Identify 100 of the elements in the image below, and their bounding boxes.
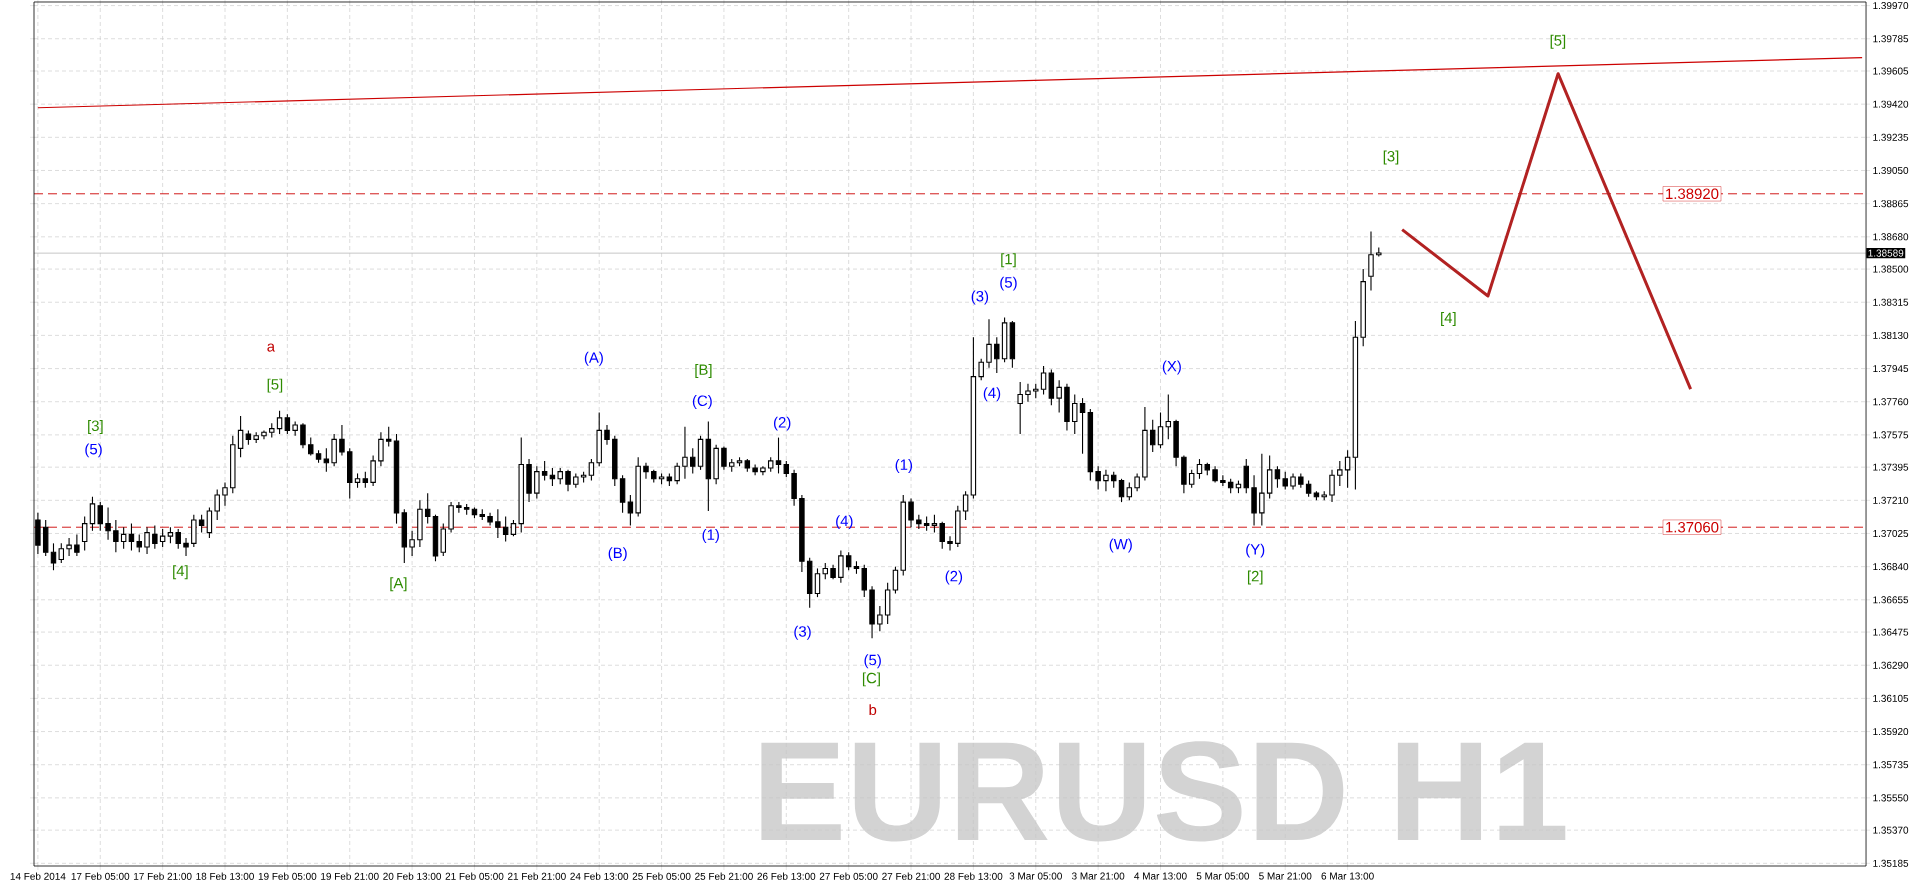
candlestick: [1173, 419, 1179, 467]
y-tick-label: 1.39050: [1873, 166, 1909, 175]
annotation: (A): [584, 351, 603, 366]
candlestick: [370, 454, 376, 487]
y-tick-label: 1.37210: [1873, 496, 1909, 504]
annotation: (5): [85, 443, 102, 458]
x-tick-label: 4 Mar 13:00: [1134, 872, 1187, 880]
y-tick-label: 1.38500: [1873, 265, 1909, 273]
annotation: (2): [773, 416, 791, 431]
annotation: [5]: [267, 378, 283, 393]
candlestick: [81, 515, 88, 552]
annotation: (4): [983, 387, 1001, 402]
candlestick: [713, 444, 719, 485]
candlestick: [1368, 230, 1374, 292]
x-tick-label: 19 Feb 21:00: [321, 872, 379, 880]
x-tick-label: 21 Feb 05:00: [445, 872, 504, 880]
annotation: [1]: [1001, 253, 1016, 268]
candlestick: [495, 508, 501, 539]
candlestick: [1212, 465, 1218, 483]
annotation: [3]: [88, 420, 103, 435]
candlestick: [1064, 383, 1070, 431]
candlestick: [487, 512, 493, 526]
annotation: [B]: [695, 363, 712, 378]
candlestick: [339, 424, 345, 457]
candlestick: [526, 458, 532, 503]
candlestick: [760, 465, 766, 476]
y-tick-label: 1.38865: [1873, 200, 1909, 208]
candlestick: [1079, 397, 1086, 455]
x-tick-label: 3 Mar 21:00: [1071, 872, 1125, 880]
x-tick-label: 17 Feb 05:00: [71, 872, 130, 880]
candlestick: [869, 585, 875, 639]
x-tick-label: 3 Mar 05:00: [1009, 872, 1062, 880]
ref-line-label: 1.38589: [1868, 249, 1904, 257]
y-tick-label: 1.35550: [1873, 794, 1909, 802]
candlestick: [331, 433, 337, 467]
candlestick: [752, 463, 758, 476]
y-tick-label: 1.37025: [1873, 529, 1909, 537]
y-tick-label: 1.38130: [1873, 331, 1909, 339]
x-tick-label: 5 Mar 05:00: [1196, 872, 1250, 880]
y-tick-label: 1.36475: [1873, 628, 1909, 636]
x-tick-label: 24 Feb 13:00: [570, 872, 629, 880]
y-tick-label: 1.39420: [1873, 100, 1909, 108]
annotation: (W): [1109, 538, 1132, 553]
candlestick: [799, 494, 805, 573]
y-tick-label: 1.37575: [1873, 431, 1909, 439]
candlestick: [1290, 472, 1296, 491]
x-tick-label: 27 Feb 21:00: [882, 872, 940, 880]
y-tick-label: 1.39235: [1873, 133, 1909, 141]
annotation: [3]: [1383, 150, 1399, 165]
y-tick-label: 1.35735: [1873, 761, 1909, 769]
candlestick: [1095, 465, 1101, 491]
y-tick-label: 1.36105: [1873, 694, 1909, 702]
y-tick-label: 1.38315: [1873, 298, 1909, 306]
x-tick-label: 25 Feb 05:00: [632, 872, 691, 880]
annotation: [A]: [390, 577, 407, 592]
y-tick-label: 1.39605: [1873, 67, 1909, 75]
annotation: [4]: [1441, 312, 1456, 327]
candlestick: [1017, 381, 1023, 435]
y-tick-label: 1.37760: [1873, 398, 1909, 406]
ref-line-label: 1.37060: [1666, 521, 1719, 533]
candlestick: [1142, 406, 1148, 482]
annotation: (B): [608, 547, 627, 562]
annotation: (Y): [1246, 543, 1265, 558]
candlestick: [409, 530, 415, 557]
annotation: (3): [971, 290, 989, 305]
candlestick: [1103, 469, 1109, 492]
candlestick: [1259, 453, 1265, 526]
x-tick-label: 5 Mar 21:00: [1259, 872, 1312, 880]
candlestick: [1329, 469, 1335, 503]
candlestick: [105, 506, 111, 541]
y-tick-label: 1.37945: [1873, 365, 1909, 373]
candlestick: [721, 445, 727, 471]
candlestick: [456, 501, 462, 514]
candlestick: [378, 431, 384, 467]
ref-line-label: 1.38920: [1666, 188, 1719, 200]
x-tick-label: 21 Feb 21:00: [507, 872, 566, 880]
annotation: (1): [702, 528, 719, 543]
annotation: (5): [1000, 276, 1017, 291]
annotation: [5]: [1550, 34, 1566, 49]
x-tick-label: 26 Feb 13:00: [757, 872, 816, 880]
y-tick-label: 1.36290: [1873, 661, 1909, 669]
x-tick-label: 18 Feb 13:00: [196, 872, 254, 880]
candlestick: [113, 519, 119, 553]
candlestick: [838, 549, 844, 584]
y-tick-label: 1.35920: [1873, 728, 1909, 736]
candlestick: [1025, 383, 1031, 403]
candlestick: [986, 318, 992, 369]
annotation: (1): [895, 459, 913, 473]
candlestick: [682, 426, 688, 480]
candlestick: [1009, 320, 1016, 369]
y-tick-label: 1.38680: [1873, 233, 1909, 241]
candlestick: [877, 605, 883, 632]
candlestick: [947, 535, 953, 552]
candlestick: [74, 533, 80, 557]
x-tick-label: 25 Feb 21:00: [695, 872, 753, 880]
candlestick: [705, 420, 712, 512]
annotation: (2): [945, 570, 963, 585]
annotation: (4): [836, 515, 853, 530]
candlestick: [183, 537, 189, 557]
candlestick: [518, 437, 524, 534]
